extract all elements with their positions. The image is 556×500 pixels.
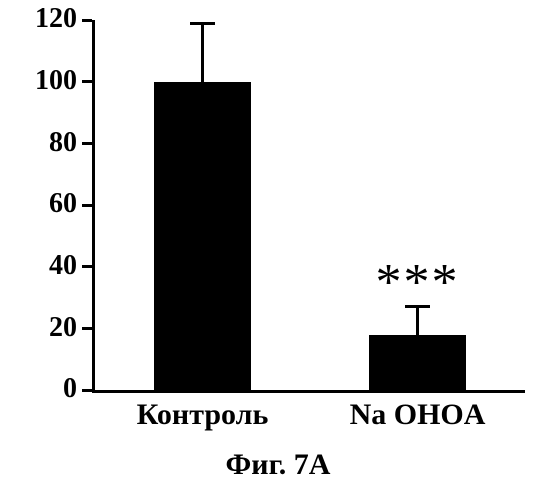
y-tick-label: 0 xyxy=(7,373,77,405)
bar xyxy=(369,335,466,391)
y-tick-label: 120 xyxy=(7,3,77,35)
y-tick-label: 20 xyxy=(7,312,77,344)
category-label: Контроль xyxy=(95,398,310,432)
y-tick xyxy=(82,80,92,83)
x-axis xyxy=(92,390,525,393)
y-tick-label: 60 xyxy=(7,188,77,220)
bar xyxy=(154,82,251,390)
y-tick xyxy=(82,142,92,145)
y-tick xyxy=(82,265,92,268)
category-label: Na OHOA xyxy=(310,398,525,432)
y-tick xyxy=(82,204,92,207)
error-bar xyxy=(201,23,204,82)
y-tick xyxy=(82,389,92,392)
y-axis xyxy=(92,20,95,390)
y-tick-label: 100 xyxy=(7,65,77,97)
figure-caption: Фиг. 7А xyxy=(0,448,556,482)
y-tick-label: 40 xyxy=(7,250,77,282)
figure: Фиг. 7А 0 20 40 60 80 100 120 КонтрольNa OHOA **… xyxy=(0,0,556,500)
y-tick-label: 80 xyxy=(7,127,77,159)
y-tick xyxy=(82,327,92,330)
significance-marker: *** xyxy=(310,257,525,309)
y-tick xyxy=(82,19,92,22)
error-cap xyxy=(190,22,214,25)
